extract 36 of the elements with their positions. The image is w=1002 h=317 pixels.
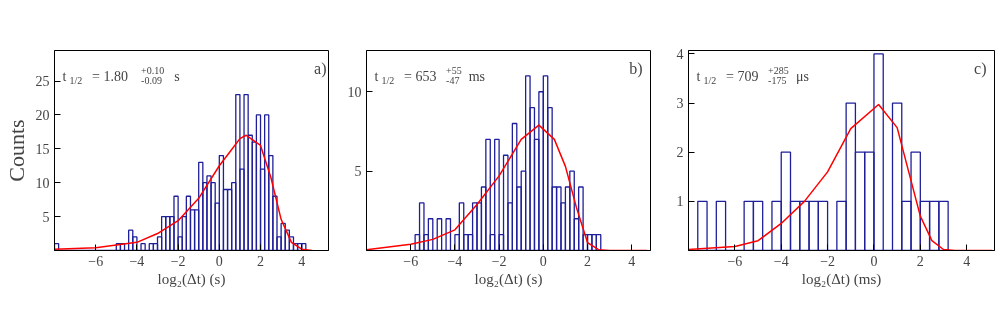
y-tick-label: 1 bbox=[676, 194, 684, 210]
x-tick-label: 4 bbox=[628, 253, 636, 269]
y-tick-label: 10 bbox=[347, 84, 362, 100]
x-tick-label: 2 bbox=[916, 253, 924, 269]
annotation: a) bbox=[314, 59, 327, 78]
y-tick-label: 5 bbox=[354, 164, 362, 180]
x-tick-label: −6 bbox=[403, 253, 419, 269]
y-tick-label: 10 bbox=[35, 175, 50, 191]
x-tick-label: −2 bbox=[820, 253, 836, 269]
x-axis-title: log₂(Δt) (ms) bbox=[801, 270, 882, 288]
x-axis-title: log₂(Δt) (s) bbox=[474, 270, 543, 288]
x-tick-label: 0 bbox=[539, 253, 547, 269]
y-tick-label: 4 bbox=[676, 46, 684, 62]
y-tick-label: 20 bbox=[35, 107, 50, 123]
x-tick-label: 0 bbox=[215, 253, 223, 269]
y-axis-title: Counts bbox=[3, 119, 29, 182]
y-tick-label: 5 bbox=[42, 209, 50, 225]
y-tick-label: 2 bbox=[676, 145, 684, 161]
x-tick-label: −4 bbox=[447, 253, 463, 269]
y-tick-label: 25 bbox=[35, 74, 50, 90]
x-tick-label: −4 bbox=[773, 253, 789, 269]
x-tick-label: 2 bbox=[257, 253, 265, 269]
y-tick-label: 3 bbox=[676, 96, 684, 112]
x-tick-label: −2 bbox=[170, 253, 186, 269]
x-tick-label: 4 bbox=[298, 253, 306, 269]
x-tick-label: 2 bbox=[584, 253, 592, 269]
x-tick-label: −4 bbox=[129, 253, 145, 269]
x-axis-title: log₂(Δt) (s) bbox=[157, 270, 226, 288]
y-tick-label: 15 bbox=[35, 141, 50, 157]
x-tick-label: −6 bbox=[727, 253, 743, 269]
x-tick-label: −6 bbox=[88, 253, 104, 269]
annotation: b) bbox=[629, 59, 643, 78]
annotation: c) bbox=[974, 59, 987, 78]
x-tick-label: 4 bbox=[963, 253, 971, 269]
x-tick-label: −2 bbox=[491, 253, 507, 269]
x-tick-label: 0 bbox=[870, 253, 878, 269]
